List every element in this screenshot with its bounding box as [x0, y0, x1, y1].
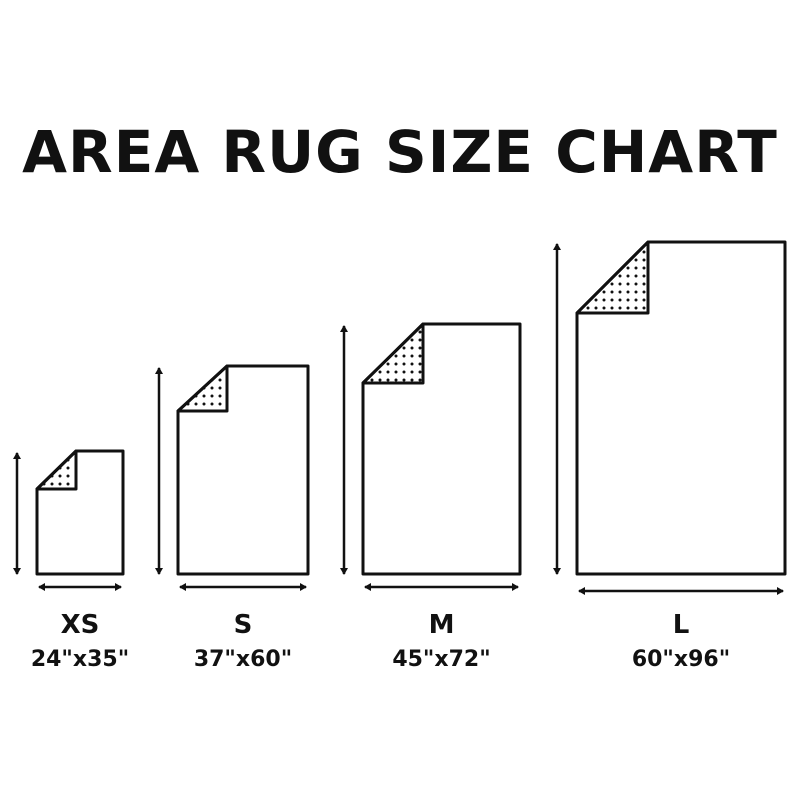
size-label: S — [233, 610, 253, 640]
rug-s — [155, 364, 310, 591]
folded-corner — [361, 322, 425, 385]
rug-m — [340, 322, 522, 591]
dimensions-label: 60"x96" — [631, 647, 731, 672]
folded-corner — [575, 240, 650, 315]
size-label: XS — [60, 610, 100, 640]
chart-title: AREA RUG SIZE CHART — [22, 118, 778, 186]
rug-l — [553, 240, 787, 595]
size-label: M — [428, 610, 455, 640]
rug-outline — [35, 449, 125, 576]
dimensions-label: 37"x60" — [193, 647, 293, 672]
folded-corner — [35, 449, 78, 491]
rug-xs — [13, 449, 125, 591]
size-label: L — [672, 610, 690, 640]
folded-corner — [176, 364, 229, 413]
dimensions-label: 45"x72" — [392, 647, 491, 672]
dimensions-label: 24"x35" — [30, 647, 130, 672]
